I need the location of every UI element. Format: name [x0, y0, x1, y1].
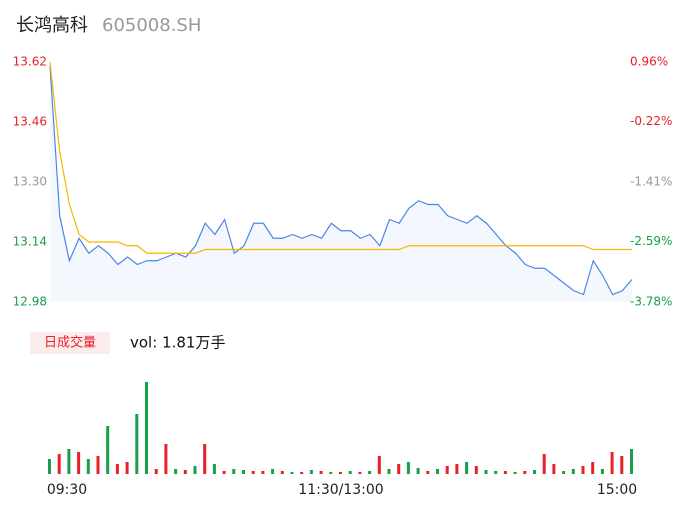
- volume-text: vol: 1.81万手: [130, 334, 225, 352]
- volume-bar: [426, 471, 430, 474]
- x-tick-label: 15:00: [597, 482, 637, 498]
- volume-bar: [203, 444, 207, 474]
- volume-bar: [242, 470, 245, 474]
- volume-bar: [115, 464, 119, 474]
- volume-badge: 日成交量: [44, 335, 96, 351]
- volume-bar: [571, 469, 575, 474]
- volume-bar: [581, 466, 585, 474]
- volume-bar: [436, 469, 439, 474]
- volume-bar: [67, 449, 71, 474]
- volume-bar: [397, 464, 401, 474]
- volume-bar: [591, 462, 595, 474]
- volume-bar: [562, 471, 566, 474]
- y-tick-label: 13.46: [13, 115, 47, 129]
- price-area: [50, 65, 632, 302]
- volume-bar: [387, 469, 391, 474]
- volume-bar: [610, 452, 614, 474]
- volume-bar: [620, 456, 624, 474]
- volume-bar: [319, 471, 323, 474]
- volume-bar: [280, 471, 284, 474]
- volume-bar: [523, 471, 527, 474]
- volume-bar: [154, 469, 158, 474]
- volume-bar: [222, 471, 226, 474]
- average-line: [49, 61, 632, 254]
- volume-bar: [358, 472, 362, 474]
- volume-bar: [232, 469, 236, 474]
- volume-bar: [348, 471, 352, 474]
- volume-bar: [552, 464, 556, 474]
- volume-bar: [513, 472, 517, 474]
- volume-bar: [290, 472, 294, 474]
- volume-bar: [533, 470, 536, 474]
- y2-tick-label: -2.59%: [630, 234, 672, 248]
- volume-bar: [86, 459, 90, 474]
- volume-bar: [368, 471, 372, 474]
- volume-bar: [57, 454, 61, 474]
- volume-bar: [251, 471, 255, 474]
- volume-bar: [377, 456, 381, 474]
- volume-bar: [416, 468, 420, 474]
- x-tick-label: 09:30: [47, 482, 87, 498]
- volume-bar: [96, 456, 100, 474]
- volume-bar: [125, 462, 129, 474]
- volume-bar: [484, 470, 488, 474]
- y2-tick-label: -1.41%: [630, 175, 672, 189]
- volume-bar: [474, 466, 478, 474]
- volume-bar: [309, 470, 313, 474]
- volume-bar: [600, 469, 604, 474]
- volume-bar: [212, 464, 216, 474]
- badge: [30, 332, 110, 354]
- volume-bar: [503, 471, 507, 474]
- volume-bar: [145, 382, 148, 474]
- y-tick-label: 12.98: [13, 295, 47, 309]
- volume-bar: [106, 426, 110, 474]
- y2-tick-label: -3.78%: [630, 295, 672, 309]
- stock-name: 长鸿高科: [16, 15, 88, 36]
- volume-bar: [406, 462, 410, 474]
- volume-bar: [271, 469, 275, 474]
- volume-bar: [542, 454, 546, 474]
- volume-bar: [183, 470, 187, 474]
- volume-bar: [174, 469, 178, 474]
- price-line: [49, 65, 633, 296]
- y-tick-label: 13.30: [13, 175, 47, 189]
- stock-code: 605008.SH: [102, 15, 201, 36]
- volume-bar: [339, 472, 342, 474]
- volume-bar: [77, 452, 81, 474]
- volume-bar: [494, 471, 498, 474]
- y2-tick-label: -0.22%: [630, 114, 672, 128]
- volume-bar: [465, 462, 469, 474]
- volume-bar: [445, 466, 449, 474]
- volume-bar: [164, 444, 168, 474]
- volume-bar: [455, 464, 459, 474]
- volume-bar: [630, 449, 633, 474]
- y-tick-label: 13.62: [13, 55, 47, 69]
- x-tick-label: 11:30/13:00: [298, 482, 383, 498]
- volume-bar: [135, 414, 139, 474]
- volume-bar: [193, 466, 197, 474]
- volume-bar: [261, 471, 265, 474]
- volume-bar: [329, 472, 333, 474]
- y-tick-label: 13.14: [13, 235, 47, 249]
- volume-bar: [300, 472, 304, 474]
- volume-bar: [48, 459, 51, 474]
- y2-tick-label: 0.96%: [630, 55, 668, 69]
